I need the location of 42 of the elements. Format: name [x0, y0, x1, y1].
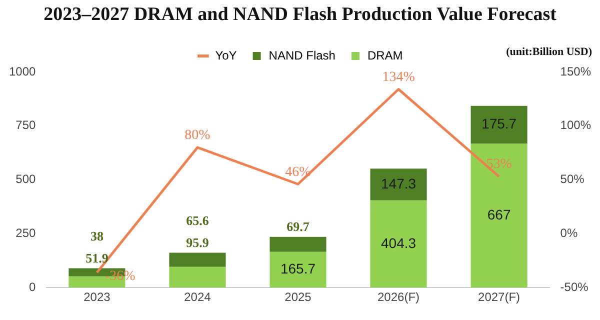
bar	[270, 252, 326, 288]
chart-title: 2023–2027 DRAM and NAND Flash Production Value Forecast	[42, 4, 558, 26]
data-label: 165.7	[280, 260, 316, 277]
data-label: 667	[487, 206, 511, 223]
legend-label: DRAM	[367, 48, 403, 62]
data-label: -36%	[104, 269, 136, 284]
x-tick-label: 2027(F)	[478, 290, 520, 304]
legend-label: YoY	[215, 48, 237, 62]
data-label: 38	[90, 228, 104, 244]
bar	[270, 236, 326, 252]
x-tick-label: 2026(F)	[378, 290, 420, 304]
data-label: 175.7	[482, 116, 517, 132]
y2-tick-label: 150%	[560, 64, 592, 78]
data-label: 69.7	[286, 219, 310, 234]
data-label: 80%	[184, 128, 211, 144]
bar	[470, 106, 528, 144]
y2-tick-label: 50%	[560, 172, 585, 186]
y-tick-label: 250	[16, 226, 36, 240]
y-tick-label: 500	[16, 172, 36, 186]
text: (unit:Billion USD)	[506, 46, 592, 58]
x-tick-label: 2023	[84, 290, 111, 304]
bar	[169, 252, 226, 267]
bar	[370, 200, 427, 288]
x-tick-label: 2024	[184, 290, 212, 304]
y2-tick-label: 100%	[560, 118, 592, 132]
data-label: 53%	[486, 157, 512, 172]
data-label: 95.9	[186, 235, 210, 250]
bar	[470, 144, 528, 288]
bar	[370, 168, 427, 200]
y2-tick-label: -50%	[560, 280, 589, 294]
legend-label: NAND Flash	[268, 48, 336, 62]
data-label: 134%	[382, 70, 416, 85]
data-label: 51.9	[86, 250, 109, 266]
y2-tick-label: 0%	[560, 226, 578, 240]
y-tick-label: 750	[16, 118, 36, 132]
bar	[169, 266, 226, 288]
data-label: 404.3	[381, 234, 416, 251]
y-tick-label: 1000	[8, 64, 36, 78]
x-tick-label: 2025	[284, 290, 312, 304]
data-label: 65.6	[186, 213, 210, 228]
y-tick-label: 0	[29, 280, 36, 294]
data-label: 147.3	[381, 175, 416, 192]
